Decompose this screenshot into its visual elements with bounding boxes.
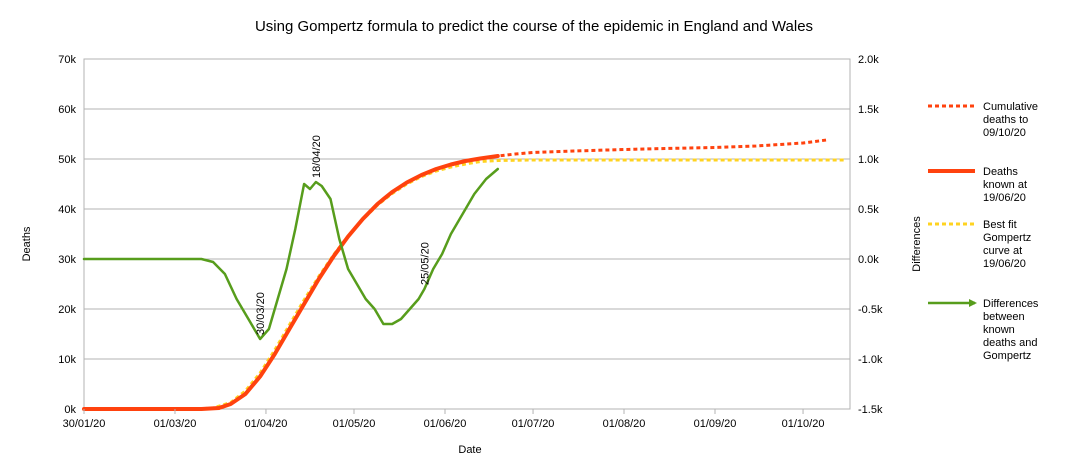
series-line-3 — [82, 167, 500, 341]
series-lines — [82, 138, 845, 411]
legend-label-line: deaths to — [983, 114, 1028, 126]
legend-label-line: curve at — [983, 245, 1022, 257]
x-tick-label: 30/01/20 — [63, 418, 106, 430]
plot-frame — [83, 58, 851, 410]
legend-label-line: Cumulative — [983, 101, 1038, 113]
y2-tick-label: 0.5k — [858, 204, 879, 216]
legend-label-line: 19/06/20 — [983, 258, 1026, 270]
y2-tick-label: 0.0k — [858, 254, 879, 266]
y2-tick-label: -1.5k — [858, 404, 883, 416]
y-axis-ticks: 0k 10k 20k 30k 40k 50k 60k 70k — [58, 54, 76, 416]
series-line-1 — [82, 154, 500, 411]
y-tick-label: 30k — [58, 254, 76, 266]
chart-title: Using Gompertz formula to predict the co… — [255, 18, 813, 35]
y-tick-label: 70k — [58, 54, 76, 66]
x-tick-label: 01/05/20 — [333, 418, 376, 430]
legend-label-line: known at — [983, 179, 1027, 191]
x-tick-label: 01/06/20 — [424, 418, 467, 430]
legend-label-line: known — [983, 324, 1015, 336]
y-tick-label: 20k — [58, 304, 76, 316]
gridlines — [84, 58, 850, 410]
legend-label-line: between — [983, 311, 1025, 323]
y2-axis-ticks: -1.5k -1.0k -0.5k 0.0k 0.5k 1.0k 1.5k 2.0k — [858, 54, 883, 416]
legend-arrow-marker — [969, 299, 977, 307]
y-tick-label: 10k — [58, 354, 76, 366]
legend-label-line: Gompertz — [983, 350, 1031, 362]
series-line-0 — [84, 138, 827, 411]
x-axis-title: Date — [458, 444, 481, 456]
legend-label-3: Differences between known deaths and Gompert… — [983, 298, 1039, 362]
y2-tick-label: 1.5k — [858, 104, 879, 116]
y-tick-label: 60k — [58, 104, 76, 116]
legend-label-2: Best fit Gompertz curve at 19/06/20 — [983, 219, 1031, 270]
y2-tick-label: 2.0k — [858, 54, 879, 66]
legend-label-line: Deaths — [983, 166, 1018, 178]
legend-label-line: Differences — [983, 298, 1039, 310]
x-axis-ticks: 30/01/20 01/03/20 01/04/20 01/05/20 01/06/20… — [63, 409, 825, 430]
y2-tick-label: -1.0k — [858, 354, 883, 366]
y-tick-label: 40k — [58, 204, 76, 216]
y2-tick-label: -0.5k — [858, 304, 883, 316]
legend-label-0: Cumulative deaths to 09/10/20 — [983, 101, 1038, 139]
y2-tick-label: 1.0k — [858, 154, 879, 166]
x-tick-label: 01/04/20 — [245, 418, 288, 430]
legend-label-line: deaths and — [983, 337, 1037, 349]
annotation-label: 18/04/20 — [311, 135, 323, 178]
legend: Cumulative deaths to 09/10/20 Deaths known a… — [928, 101, 1039, 362]
y-tick-label: 50k — [58, 154, 76, 166]
legend-label-line: 19/06/20 — [983, 192, 1026, 204]
annotation-label: 25/05/20 — [419, 242, 431, 285]
series-line-2 — [84, 158, 845, 411]
legend-label-line: Best fit — [983, 219, 1017, 231]
y-tick-label: 0k — [64, 404, 76, 416]
x-tick-label: 01/07/20 — [512, 418, 555, 430]
x-tick-label: 01/09/20 — [694, 418, 737, 430]
x-tick-label: 01/10/20 — [782, 418, 825, 430]
x-tick-label: 01/03/20 — [154, 418, 197, 430]
legend-label-1: Deaths known at 19/06/20 — [983, 166, 1027, 204]
annotation-label: 30/03/20 — [255, 292, 267, 335]
legend-label-line: 09/10/20 — [983, 127, 1026, 139]
x-tick-label: 01/08/20 — [603, 418, 646, 430]
y2-axis-title: Differences — [911, 216, 923, 272]
legend-label-line: Gompertz — [983, 232, 1031, 244]
y-axis-title: Deaths — [21, 226, 33, 261]
annotations: 30/03/20 18/04/20 25/05/20 — [255, 135, 431, 335]
